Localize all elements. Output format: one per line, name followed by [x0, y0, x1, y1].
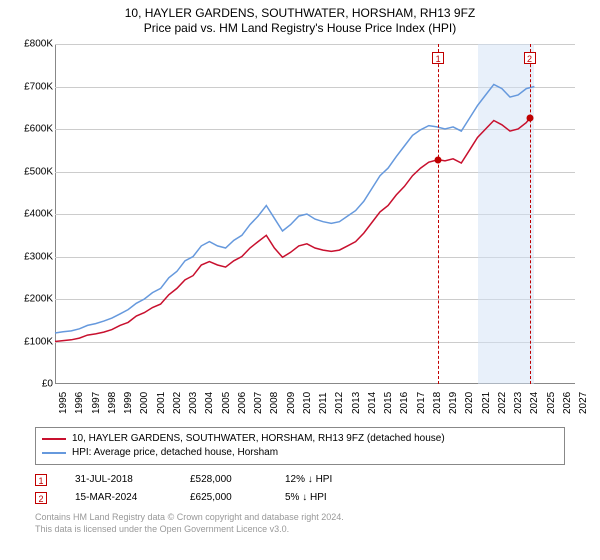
x-tick-label: 2002 — [172, 392, 183, 414]
y-tick-label: £800K — [24, 39, 53, 50]
legend-label: 10, HAYLER GARDENS, SOUTHWATER, HORSHAM,… — [72, 432, 445, 446]
footer-line-2: This data is licensed under the Open Gov… — [35, 523, 565, 535]
x-tick-label: 2016 — [399, 392, 410, 414]
x-tick-label: 2015 — [383, 392, 394, 414]
x-tick-label: 2014 — [367, 392, 378, 414]
transaction-row: 2 15-MAR-2024 £625,000 5% ↓ HPI — [35, 489, 565, 507]
chart-title: 10, HAYLER GARDENS, SOUTHWATER, HORSHAM,… — [0, 0, 600, 20]
x-tick-label: 1997 — [91, 392, 102, 414]
x-tick-label: 2005 — [221, 392, 232, 414]
marker-box: 1 — [432, 52, 444, 64]
chart-container: 10, HAYLER GARDENS, SOUTHWATER, HORSHAM,… — [0, 0, 600, 560]
legend-item: HPI: Average price, detached house, Hors… — [42, 446, 558, 460]
y-tick-label: £500K — [24, 166, 53, 177]
x-tick-label: 2020 — [464, 392, 475, 414]
marker-dot — [435, 156, 442, 163]
x-tick-label: 2021 — [481, 392, 492, 414]
x-tick-label: 2011 — [318, 392, 329, 414]
x-tick-label: 2012 — [334, 392, 345, 414]
x-tick-label: 2026 — [562, 392, 573, 414]
transaction-price: £528,000 — [190, 471, 265, 489]
x-tick-label: 1998 — [107, 392, 118, 414]
x-tick-label: 2013 — [351, 392, 362, 414]
x-tick-label: 2019 — [448, 392, 459, 414]
x-tick-label: 2004 — [204, 392, 215, 414]
x-tick-label: 2003 — [188, 392, 199, 414]
x-tick-label: 2017 — [416, 392, 427, 414]
x-tick-label: 2001 — [156, 392, 167, 414]
y-tick-label: £100K — [24, 336, 53, 347]
legend-swatch — [42, 438, 66, 440]
y-tick-label: £600K — [24, 124, 53, 135]
x-tick-label: 2018 — [432, 392, 443, 414]
transaction-date: 15-MAR-2024 — [75, 489, 170, 507]
x-tick-label: 2024 — [529, 392, 540, 414]
x-tick-label: 1995 — [58, 392, 69, 414]
line-series-svg — [55, 44, 575, 384]
chart-area: £0 £100K £200K £300K £400K £500K £600K £700K £80… — [15, 39, 585, 419]
x-tick-label: 2000 — [139, 392, 150, 414]
x-tick-label: 2010 — [302, 392, 313, 414]
chart-subtitle: Price paid vs. HM Land Registry's House … — [0, 20, 600, 39]
x-tick-label: 2009 — [286, 392, 297, 414]
footer-line-1: Contains HM Land Registry data © Crown c… — [35, 511, 565, 523]
transaction-price: £625,000 — [190, 489, 265, 507]
transaction-delta: 5% ↓ HPI — [285, 489, 380, 507]
marker-dot — [526, 115, 533, 122]
transaction-marker: 1 — [35, 474, 47, 486]
legend-swatch — [42, 452, 66, 454]
transaction-table: 1 31-JUL-2018 £528,000 12% ↓ HPI 2 15-MAR-202… — [35, 471, 565, 507]
y-tick-label: £0 — [42, 379, 53, 390]
x-tick-label: 2025 — [546, 392, 557, 414]
legend: 10, HAYLER GARDENS, SOUTHWATER, HORSHAM,… — [35, 427, 565, 465]
legend-item: 10, HAYLER GARDENS, SOUTHWATER, HORSHAM,… — [42, 432, 558, 446]
legend-label: HPI: Average price, detached house, Hors… — [72, 446, 278, 460]
x-tick-label: 1996 — [74, 392, 85, 414]
x-tick-label: 2022 — [497, 392, 508, 414]
x-tick-label: 2027 — [578, 392, 589, 414]
y-tick-label: £200K — [24, 294, 53, 305]
x-tick-label: 2008 — [269, 392, 280, 414]
marker-vertical-line — [530, 44, 531, 384]
x-tick-label: 2006 — [237, 392, 248, 414]
transaction-row: 1 31-JUL-2018 £528,000 12% ↓ HPI — [35, 471, 565, 489]
transaction-date: 31-JUL-2018 — [75, 471, 170, 489]
y-tick-label: £300K — [24, 251, 53, 262]
marker-vertical-line — [438, 44, 439, 384]
y-tick-label: £400K — [24, 209, 53, 220]
footer-attribution: Contains HM Land Registry data © Crown c… — [35, 511, 565, 535]
transaction-delta: 12% ↓ HPI — [285, 471, 380, 489]
series-property-line — [55, 118, 530, 341]
x-tick-label: 2007 — [253, 392, 264, 414]
x-tick-label: 1999 — [123, 392, 134, 414]
marker-box: 2 — [524, 52, 536, 64]
x-tick-label: 2023 — [513, 392, 524, 414]
y-tick-label: £700K — [24, 81, 53, 92]
series-hpi-line — [55, 84, 534, 333]
transaction-marker: 2 — [35, 492, 47, 504]
